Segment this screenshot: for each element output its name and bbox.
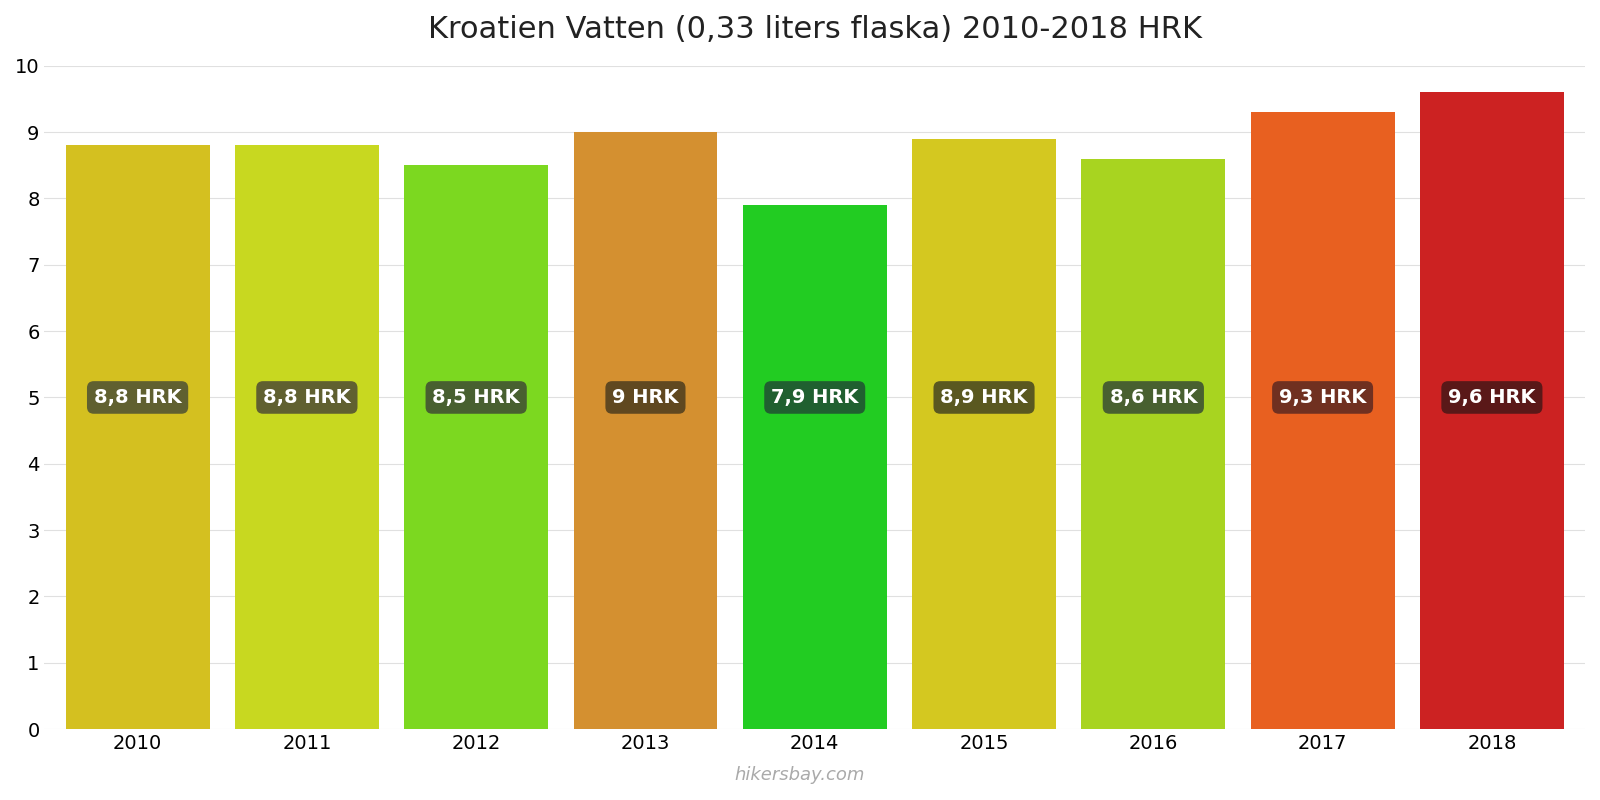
Bar [742,205,886,729]
Text: 9,6 HRK: 9,6 HRK [1448,388,1536,407]
Bar [1251,112,1395,729]
Bar [235,146,379,729]
Text: hikersbay.com: hikersbay.com [734,766,866,784]
Text: 8,8 HRK: 8,8 HRK [94,388,181,407]
Bar [1419,92,1563,729]
Text: 8,6 HRK: 8,6 HRK [1109,388,1197,407]
Text: 9 HRK: 9 HRK [613,388,678,407]
Text: 9,3 HRK: 9,3 HRK [1278,388,1366,407]
Text: 7,9 HRK: 7,9 HRK [771,388,859,407]
Text: 8,9 HRK: 8,9 HRK [941,388,1027,407]
Title: Kroatien Vatten (0,33 liters flaska) 2010-2018 HRK: Kroatien Vatten (0,33 liters flaska) 201… [427,15,1202,44]
Bar [66,146,210,729]
Text: 8,5 HRK: 8,5 HRK [432,388,520,407]
Text: 8,8 HRK: 8,8 HRK [262,388,350,407]
Bar [573,132,717,729]
Bar [405,166,549,729]
Bar [912,138,1056,729]
Bar [1082,158,1226,729]
